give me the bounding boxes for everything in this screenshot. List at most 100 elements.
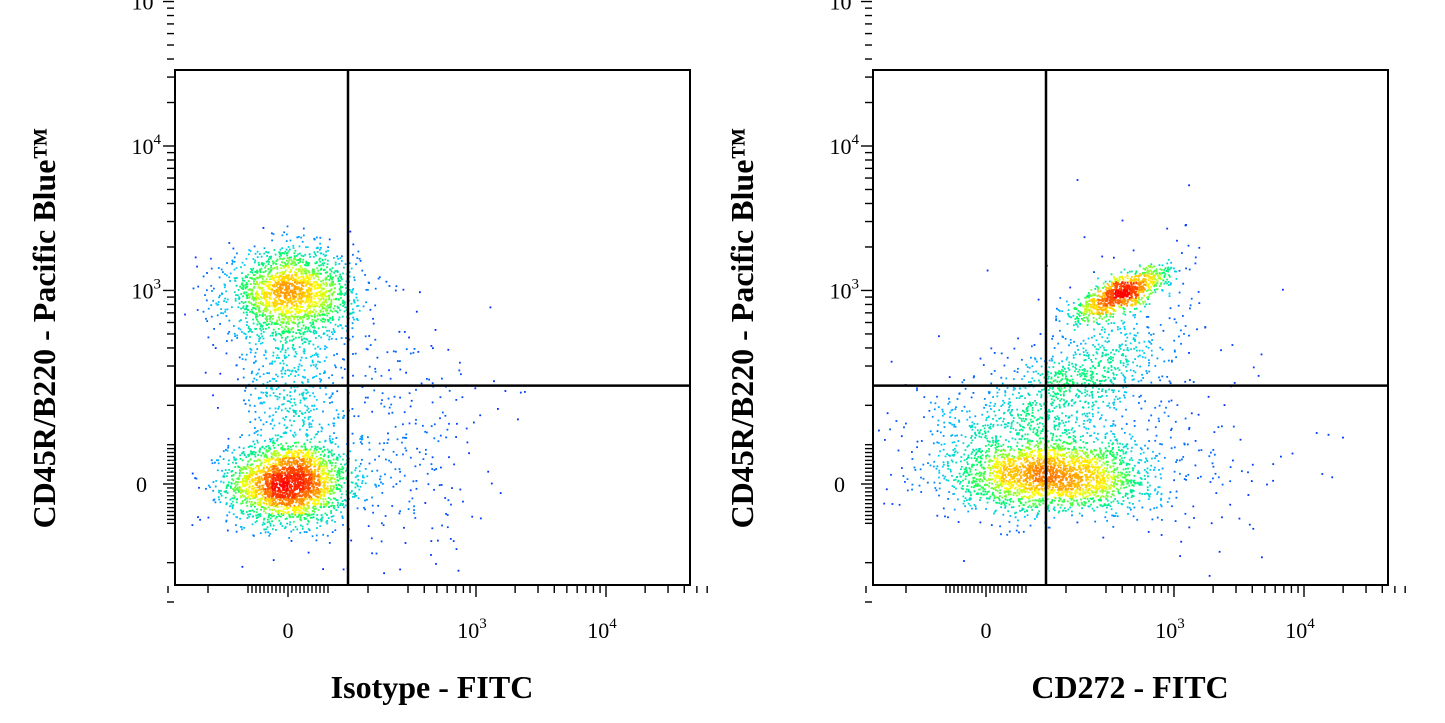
event-point bbox=[419, 463, 421, 466]
event-point bbox=[307, 451, 309, 454]
event-point bbox=[269, 292, 272, 295]
event-point bbox=[260, 296, 262, 298]
event-point bbox=[207, 516, 210, 519]
event-point bbox=[391, 505, 394, 507]
event-point bbox=[264, 266, 266, 269]
event-point bbox=[291, 495, 294, 498]
event-point bbox=[299, 265, 302, 267]
event-point bbox=[259, 499, 262, 502]
event-point bbox=[247, 478, 250, 481]
event-point bbox=[286, 409, 289, 412]
event-point bbox=[281, 314, 284, 317]
event-point bbox=[310, 293, 312, 296]
event-point bbox=[313, 312, 316, 315]
event-point bbox=[287, 293, 290, 296]
event-point bbox=[342, 471, 345, 474]
event-point bbox=[310, 456, 313, 459]
event-point bbox=[325, 298, 327, 301]
event-point bbox=[333, 507, 336, 510]
event-point bbox=[294, 472, 296, 475]
event-point bbox=[287, 499, 290, 502]
event-point bbox=[215, 302, 218, 305]
event-point bbox=[361, 442, 363, 445]
event-point bbox=[232, 513, 235, 516]
event-point bbox=[253, 471, 256, 473]
event-point bbox=[255, 495, 258, 498]
event-point bbox=[316, 503, 319, 506]
event-point bbox=[307, 416, 310, 419]
event-point bbox=[299, 317, 302, 319]
event-point bbox=[314, 305, 317, 308]
event-point bbox=[219, 294, 221, 297]
event-point bbox=[339, 475, 341, 478]
event-point bbox=[256, 484, 258, 486]
event-point bbox=[321, 516, 324, 519]
event-point bbox=[314, 253, 317, 255]
event-point bbox=[284, 339, 287, 341]
event-point bbox=[342, 358, 344, 360]
event-point bbox=[307, 449, 310, 451]
event-point bbox=[294, 273, 297, 276]
event-point bbox=[246, 285, 249, 288]
event-point bbox=[437, 440, 440, 443]
event-point bbox=[334, 443, 337, 445]
event-point bbox=[315, 455, 318, 458]
event-point bbox=[326, 492, 329, 494]
event-point bbox=[305, 448, 308, 451]
event-point bbox=[275, 380, 278, 382]
event-point bbox=[282, 466, 284, 469]
event-point bbox=[282, 252, 284, 254]
event-point bbox=[248, 494, 251, 497]
event-point bbox=[246, 311, 248, 314]
event-point bbox=[320, 287, 323, 290]
event-point bbox=[325, 290, 328, 292]
event-point bbox=[292, 283, 295, 286]
event-point bbox=[313, 237, 316, 240]
event-point bbox=[446, 428, 449, 431]
event-point bbox=[299, 506, 302, 509]
event-point bbox=[253, 443, 256, 446]
event-point bbox=[313, 314, 316, 317]
event-point bbox=[256, 433, 259, 436]
event-point bbox=[258, 309, 260, 311]
event-point bbox=[300, 503, 303, 506]
event-point bbox=[318, 490, 321, 493]
event-point bbox=[323, 307, 326, 310]
event-point bbox=[229, 272, 232, 275]
event-point bbox=[247, 489, 250, 491]
event-point bbox=[269, 524, 272, 527]
event-point bbox=[339, 289, 342, 292]
event-point bbox=[245, 496, 247, 499]
event-point bbox=[301, 342, 304, 345]
event-point bbox=[273, 378, 276, 380]
event-point bbox=[238, 486, 241, 488]
event-point bbox=[308, 494, 311, 497]
event-point bbox=[246, 321, 249, 323]
event-point bbox=[310, 498, 312, 501]
event-point bbox=[281, 281, 284, 284]
event-point bbox=[242, 471, 245, 474]
event-point bbox=[217, 303, 219, 306]
event-point bbox=[269, 508, 271, 511]
event-point bbox=[293, 304, 296, 307]
event-point bbox=[291, 274, 294, 277]
event-point bbox=[424, 502, 427, 504]
event-point bbox=[250, 490, 252, 493]
event-point bbox=[269, 423, 272, 425]
event-point bbox=[338, 275, 341, 278]
event-point bbox=[305, 273, 307, 275]
event-point bbox=[233, 490, 235, 492]
event-point bbox=[318, 491, 321, 494]
event-point bbox=[275, 493, 278, 496]
event-point bbox=[309, 256, 312, 258]
event-point bbox=[312, 516, 315, 519]
event-point bbox=[250, 372, 253, 375]
event-point bbox=[365, 301, 367, 304]
event-point bbox=[382, 524, 385, 527]
event-point bbox=[306, 301, 309, 303]
event-point bbox=[302, 281, 305, 284]
event-point bbox=[253, 245, 256, 248]
event-point bbox=[337, 467, 340, 470]
event-point bbox=[352, 442, 355, 445]
event-point bbox=[236, 516, 238, 519]
